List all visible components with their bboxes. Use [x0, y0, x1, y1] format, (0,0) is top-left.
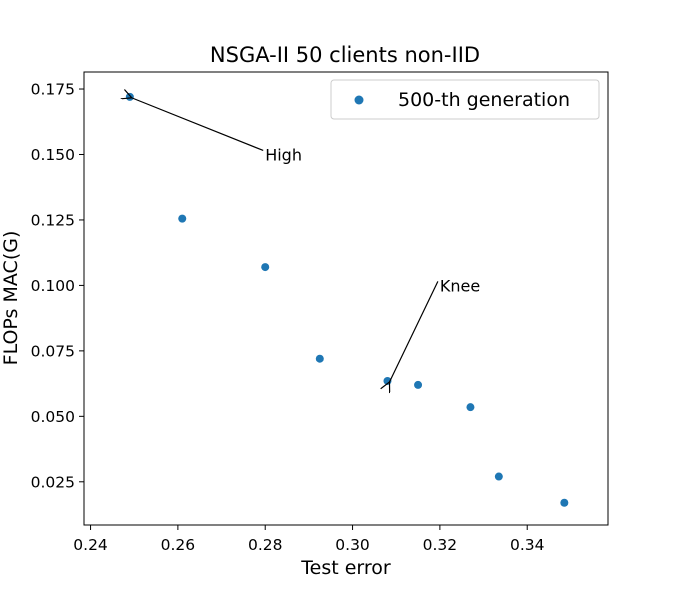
legend-box	[330, 79, 600, 120]
x-tick-label: 0.26	[161, 536, 196, 554]
y-tick-label: 0.050	[31, 408, 75, 426]
plot-frame	[83, 71, 609, 526]
y-tick-label: 0.075	[31, 342, 75, 360]
y-tick-label: 0.175	[31, 81, 75, 99]
data-points	[125, 92, 569, 507]
x-tick-label: 0.28	[248, 536, 283, 554]
data-point	[494, 472, 503, 481]
legend-label: 500-th generation	[398, 89, 570, 111]
data-point	[125, 92, 134, 101]
data-point	[261, 263, 270, 272]
x-axis-label: Test error	[300, 557, 391, 579]
x-tick-label: 0.34	[510, 536, 545, 554]
annotations: High Knee	[132, 98, 480, 382]
data-point	[315, 354, 324, 363]
data-point	[466, 403, 475, 412]
y-axis: 0.025 0.050 0.075 0.100 0.125 0.150 0.175	[31, 81, 84, 491]
data-point	[178, 214, 187, 223]
x-tick-label: 0.30	[335, 536, 370, 554]
legend: 500-th generation	[330, 79, 600, 120]
x-axis: 0.24 0.26 0.28 0.30 0.32 0.34	[73, 525, 544, 554]
y-axis-label: FLOPs MAC(G)	[0, 231, 22, 366]
annotation-label: High	[265, 145, 302, 164]
x-tick-label: 0.24	[73, 536, 108, 554]
plot-area	[83, 71, 609, 526]
chart-title: NSGA-II 50 clients non-IID	[210, 43, 480, 67]
x-tick-label: 0.32	[423, 536, 458, 554]
y-tick-label: 0.125	[31, 211, 75, 229]
annotation-arrow	[132, 98, 264, 152]
legend-marker	[354, 95, 364, 105]
annotation-arrow	[389, 281, 439, 382]
data-point	[414, 380, 423, 389]
y-tick-label: 0.150	[31, 146, 75, 164]
y-tick-label: 0.100	[31, 277, 75, 295]
data-point	[560, 498, 569, 507]
annotation-label: Knee	[440, 276, 480, 295]
y-tick-label: 0.025	[31, 473, 75, 491]
